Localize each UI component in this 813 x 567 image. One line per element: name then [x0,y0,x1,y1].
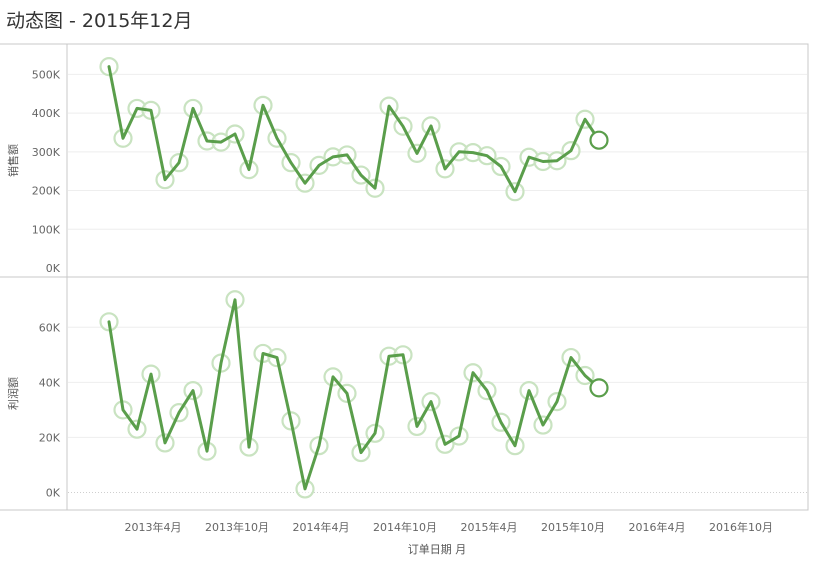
sales-y-tick-label: 300K [32,146,61,159]
x-tick-label: 2015年10月 [541,520,605,534]
profit-y-axis-title: 利润额 [6,377,20,410]
sales-current-point [589,130,609,150]
sales-series-line [107,65,601,194]
sales-y-tick-label: 200K [32,185,61,198]
profit-current-point [589,378,609,398]
x-tick-label: 2013年4月 [125,520,182,534]
profit-y-tick-label: 60K [39,321,61,334]
x-axis-title: 订单日期 月 [408,543,467,556]
sales-y-tick-label: 400K [32,107,61,120]
x-tick-label: 2014年4月 [293,520,350,534]
x-tick-label: 2014年10月 [373,520,437,534]
page-title: 动态图 - 2015年12月 [6,10,193,32]
profit-y-tick-label: 20K [39,431,61,444]
sales-y-axis-title: 销售额 [6,144,20,177]
x-tick-label: 2016年4月 [629,520,686,534]
chart-frame [0,43,809,511]
profit-y-tick-label: 0K [46,486,61,499]
x-tick-label: 2013年10月 [205,520,269,534]
sales-y-tick-label: 0K [46,262,61,275]
x-tick-label: 2015年4月 [461,520,518,534]
gridlines [68,73,807,493]
profit-y-tick-label: 40K [39,376,61,389]
sales-y-tick-label: 100K [32,223,61,236]
chart-marks [99,57,609,499]
sales-y-tick-label: 500K [32,68,61,81]
x-tick-label: 2016年10月 [709,520,773,534]
axis-labels: 0K 100K 200K 300K 400K 500K 销售额 0K 20K 40K 60K 利润额 2… [6,68,773,534]
profit-series-line [107,298,601,491]
